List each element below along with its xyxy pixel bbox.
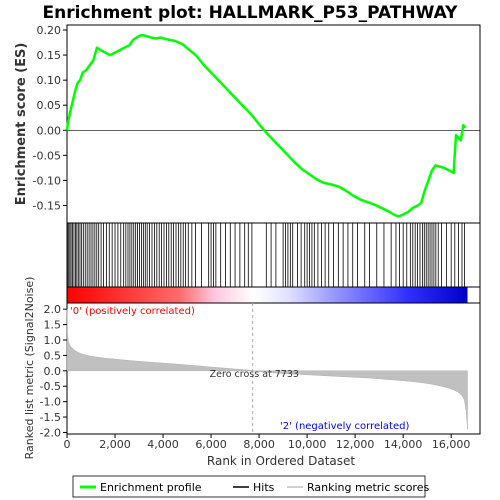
metric-panel: 2.0 1.5 1.0 0.5 0.0 -0.5 -1.0 -1.5 -2.0 0 2,000 4,… xyxy=(23,277,481,468)
metric-y-tick-label: 2.0 xyxy=(44,303,62,316)
positive-correlation-label: '0' (positively correlated) xyxy=(70,306,195,317)
metric-y-tick-label: -1.5 xyxy=(40,411,61,424)
es-panel: -0.15 -0.10 -0.05 0.00 0.05 0.10 0.15 0.20 Enri… xyxy=(14,24,481,224)
es-y-tick-label: 0.15 xyxy=(37,49,62,62)
metric-y-tick-label: 0.0 xyxy=(44,365,62,378)
x-tick-label: 10,000 xyxy=(288,438,327,451)
x-tick-label: 6,000 xyxy=(195,438,227,451)
zero-cross-label: Zero cross at 7733 xyxy=(210,369,299,380)
x-axis-label: Rank in Ordered Dataset xyxy=(207,454,355,468)
metric-y-axis: 2.0 1.5 1.0 0.5 0.0 -0.5 -1.0 -1.5 -2.0 xyxy=(40,303,67,439)
hits-panel-frame xyxy=(66,222,481,288)
metric-y-axis-label: Ranked list metric (Signal2Noise) xyxy=(23,277,36,460)
legend-enrichment-label: Enrichment profile xyxy=(100,481,202,494)
es-y-tick-label: -0.15 xyxy=(33,199,61,212)
metric-y-tick-label: 1.0 xyxy=(44,334,62,347)
enrichment-profile-line xyxy=(65,33,467,218)
es-y-tick-label: 0.05 xyxy=(37,99,62,112)
es-y-tick-label: -0.10 xyxy=(33,174,61,187)
hit-markers xyxy=(67,223,465,287)
rank-color-bar xyxy=(66,286,481,304)
es-y-axis: -0.15 -0.10 -0.05 0.00 0.05 0.10 0.15 0.20 xyxy=(33,24,67,212)
metric-y-tick-label: 1.5 xyxy=(44,319,62,332)
legend-metric-label: Ranking metric scores xyxy=(307,481,429,494)
es-panel-frame xyxy=(66,24,481,224)
legend: Enrichment profile Hits Ranking metric s… xyxy=(72,475,429,498)
metric-y-tick-label: -0.5 xyxy=(40,380,61,393)
metric-y-tick-label: 0.5 xyxy=(44,349,62,362)
chart-title: Enrichment plot: HALLMARK_P53_PATHWAY xyxy=(43,3,459,23)
x-tick-label: 2,000 xyxy=(99,438,131,451)
x-tick-label: 14,000 xyxy=(384,438,423,451)
hits-panel xyxy=(66,222,481,288)
es-y-tick-label: 0.20 xyxy=(37,24,62,37)
es-y-axis-label: Enrichment score (ES) xyxy=(14,43,29,206)
metric-y-tick-label: -1.0 xyxy=(40,396,61,409)
ranking-metric-area xyxy=(66,309,468,430)
x-tick-label: 12,000 xyxy=(336,438,375,451)
x-tick-label: 4,000 xyxy=(147,438,179,451)
es-y-tick-label: -0.05 xyxy=(33,149,61,162)
rank-gradient-bar xyxy=(67,287,468,303)
es-y-tick-label: 0.00 xyxy=(37,124,62,137)
negative-correlation-label: '2' (negatively correlated) xyxy=(280,421,409,432)
x-tick-label: 0 xyxy=(64,438,71,451)
legend-hits-label: Hits xyxy=(253,481,275,494)
x-tick-label: 8,000 xyxy=(243,438,275,451)
metric-y-tick-label: -2.0 xyxy=(40,426,61,439)
es-y-tick-label: 0.10 xyxy=(37,74,62,87)
x-tick-label: 16,000 xyxy=(432,438,471,451)
metric-x-axis: 0 2,000 4,000 6,000 8,000 10,000 12,000 14,000 1… xyxy=(64,434,471,451)
